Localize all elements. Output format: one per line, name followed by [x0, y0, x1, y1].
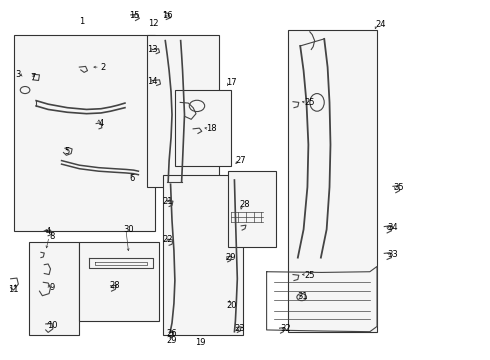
- Text: 24: 24: [375, 20, 386, 29]
- Bar: [175, 90, 231, 166]
- Bar: [147, 35, 219, 187]
- Text: 8: 8: [49, 232, 55, 241]
- Text: 27: 27: [236, 156, 246, 165]
- Text: 10: 10: [47, 321, 57, 330]
- Text: 18: 18: [206, 124, 217, 133]
- Text: 7: 7: [30, 73, 35, 82]
- Text: 6: 6: [129, 174, 135, 183]
- Text: 1: 1: [79, 17, 84, 26]
- Text: 5: 5: [65, 147, 70, 156]
- Text: 15: 15: [129, 12, 140, 21]
- Text: 4: 4: [46, 227, 51, 236]
- Text: 26: 26: [167, 329, 177, 338]
- Text: 9: 9: [49, 283, 54, 292]
- Text: 35: 35: [393, 183, 404, 192]
- Text: 4: 4: [98, 119, 103, 128]
- Text: 14: 14: [147, 77, 158, 86]
- Text: 19: 19: [196, 338, 206, 347]
- Text: 17: 17: [226, 78, 237, 87]
- Bar: [79, 242, 159, 321]
- Text: 29: 29: [167, 336, 177, 345]
- Text: 12: 12: [148, 18, 159, 27]
- Text: 13: 13: [147, 45, 158, 54]
- Bar: [163, 175, 243, 335]
- Text: 21: 21: [162, 197, 172, 206]
- Text: 23: 23: [235, 324, 245, 333]
- Text: 25: 25: [305, 98, 315, 107]
- Text: 31: 31: [297, 292, 308, 301]
- Bar: [288, 30, 377, 332]
- Text: 30: 30: [123, 225, 134, 234]
- Bar: [29, 242, 79, 335]
- Text: 33: 33: [388, 249, 398, 258]
- Bar: [228, 171, 276, 247]
- Text: 28: 28: [109, 282, 120, 290]
- Bar: [14, 35, 155, 231]
- Text: 16: 16: [162, 12, 172, 21]
- Text: 2: 2: [101, 63, 106, 72]
- Text: 11: 11: [8, 285, 19, 294]
- Text: 29: 29: [225, 253, 236, 262]
- Text: 32: 32: [280, 324, 291, 333]
- Text: 20: 20: [226, 301, 237, 310]
- Text: 28: 28: [240, 200, 250, 209]
- Text: 34: 34: [388, 223, 398, 232]
- Text: 25: 25: [305, 271, 315, 280]
- Text: 22: 22: [162, 235, 172, 244]
- Text: 3: 3: [16, 70, 21, 79]
